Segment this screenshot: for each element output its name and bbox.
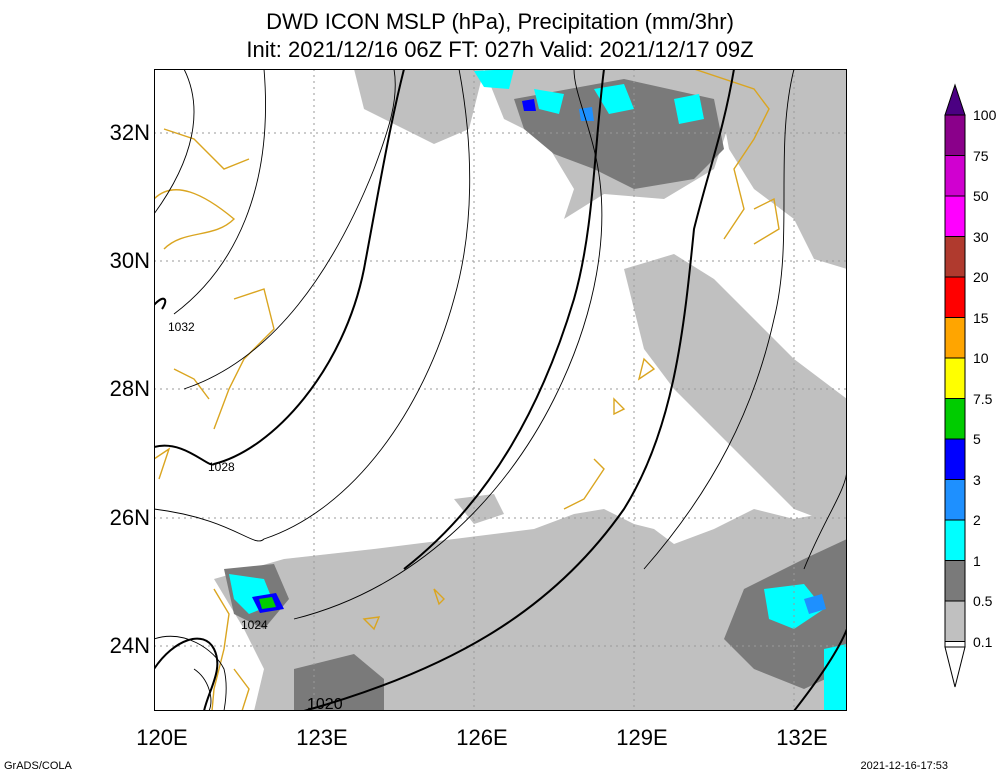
colorbar-label: 20 (973, 269, 989, 285)
lon-label-132e: 132E (776, 725, 828, 750)
colorbar-segment (944, 155, 966, 197)
colorbar-label: 50 (973, 188, 989, 204)
colorbar-label: 15 (973, 309, 989, 326)
lon-label-126e: 126E (456, 725, 508, 750)
colorbar-segment (944, 398, 966, 440)
colorbar-label: 10 (973, 350, 989, 366)
lon-label-129e: 129E (616, 725, 668, 750)
colorbar-label: 0.5 (973, 593, 993, 609)
lat-label-28n: 28N (109, 376, 150, 401)
isobar-label-1032: 1032 (168, 320, 195, 334)
grads-credit: GrADS/COLA (4, 760, 72, 772)
colorbar-segment (944, 276, 966, 318)
colorbar-segment (944, 519, 966, 561)
coastlines (154, 69, 780, 711)
colorbar (944, 83, 966, 688)
isobars-thin (154, 69, 847, 711)
isobar-label-1024: 1024 (241, 618, 268, 632)
isobar-label-1020: 1020 (307, 696, 343, 711)
isobars-thick (154, 69, 847, 711)
colorbar-label: 75 (973, 147, 989, 164)
colorbar-label: 30 (973, 228, 989, 245)
lat-label-32n: 32N (109, 120, 150, 145)
precip-heavy-areas (252, 99, 826, 614)
colorbar-segment (944, 600, 966, 642)
colorbar-label: 2 (973, 512, 981, 528)
render-timestamp: 2021-12-16-17:53 (860, 760, 948, 772)
colorbar-segment (944, 560, 966, 602)
colorbar-segment (944, 236, 966, 278)
colorbar-segment (944, 479, 966, 521)
isobar-label-1028: 1028 (208, 460, 235, 474)
colorbar-label: 5 (973, 431, 981, 447)
grid-lines (154, 69, 847, 711)
colorbar-segment (944, 195, 966, 237)
precip-1mm-areas (229, 69, 847, 711)
colorbar-label: 0.1 (973, 633, 993, 650)
map-subtitle: Init: 2021/12/16 06Z FT: 027h Valid: 202… (246, 37, 754, 62)
map-panel: 1032 1028 1024 1020 (154, 69, 847, 711)
map-title: DWD ICON MSLP (hPa), Precipitation (mm/3… (266, 9, 734, 34)
colorbar-segment (944, 641, 966, 648)
colorbar-segment (944, 438, 966, 480)
colorbar-segment (944, 317, 966, 359)
lat-label-24n: 24N (109, 633, 150, 658)
lat-label-26n: 26N (109, 505, 150, 530)
colorbar-label: 1 (973, 552, 981, 569)
lon-label-120e: 120E (136, 725, 188, 750)
colorbar-segment (944, 357, 966, 399)
colorbar-label: 100 (973, 107, 997, 123)
colorbar-segment (944, 114, 966, 156)
colorbar-label: 7.5 (973, 390, 993, 407)
lon-label-123e: 123E (296, 725, 348, 750)
colorbar-label: 3 (973, 471, 981, 488)
lat-label-30n: 30N (109, 248, 150, 273)
